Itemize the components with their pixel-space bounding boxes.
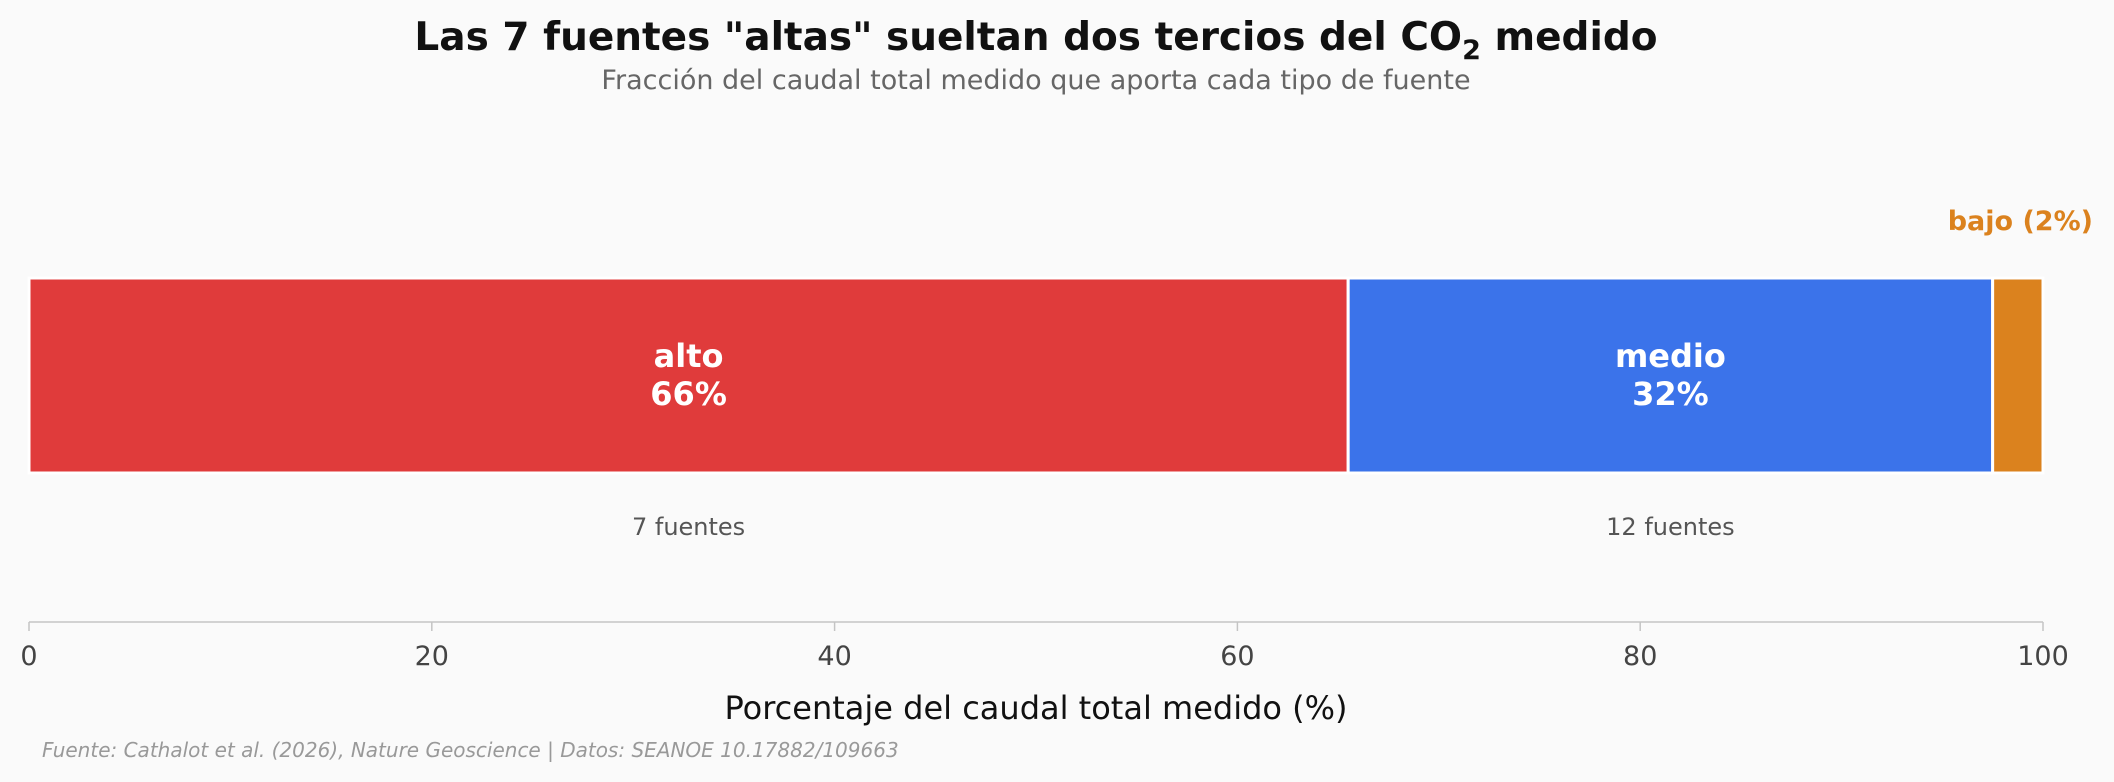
segment-percent-medio: 32% — [1632, 375, 1709, 413]
x-tick-label: 40 — [817, 641, 851, 672]
chart-title-main: Las 7 fuentes "altas" sueltan dos tercio… — [414, 15, 1462, 60]
segment-count-medio: 12 fuentes — [1606, 513, 1734, 541]
segment-name-medio: medio — [1615, 337, 1726, 375]
segment-percent-alto: 66% — [650, 375, 727, 413]
segment-outside-label-bajo: bajo (2%) — [1948, 206, 2093, 237]
x-tick-label: 60 — [1220, 641, 1254, 672]
segment-label-medio: medio 32% — [1615, 337, 1726, 413]
x-tick-label: 100 — [2017, 641, 2069, 672]
x-tick-label: 0 — [20, 641, 37, 672]
bar-segment-medio — [1346, 276, 1995, 475]
chart-title: Las 7 fuentes "altas" sueltan dos tercio… — [414, 15, 1657, 66]
segment-label-alto: alto 66% — [650, 337, 727, 413]
segment-count-alto: 7 fuentes — [632, 513, 745, 541]
bar-segment-bajo — [1991, 276, 2045, 475]
chart-title-subscript: 2 — [1462, 35, 1481, 66]
x-axis-title: Porcentaje del caudal total medido (%) — [724, 689, 1347, 727]
x-tick-label: 20 — [415, 641, 449, 672]
segment-name-alto: alto — [654, 337, 724, 375]
chart-subtitle: Fracción del caudal total medido que apo… — [601, 65, 1470, 96]
x-axis: 0 20 40 60 80 100 — [20, 621, 2069, 672]
bar-group: alto 66% 7 fuentes medio 32% 12 fuentes bajo (… — [27, 206, 2093, 541]
source-note: Fuente: Cathalot et al. (2026), Nature G… — [42, 738, 899, 762]
bar-segment-alto — [27, 276, 1350, 475]
x-tick-label: 80 — [1623, 641, 1657, 672]
chart-title-end: medido — [1481, 15, 1658, 60]
